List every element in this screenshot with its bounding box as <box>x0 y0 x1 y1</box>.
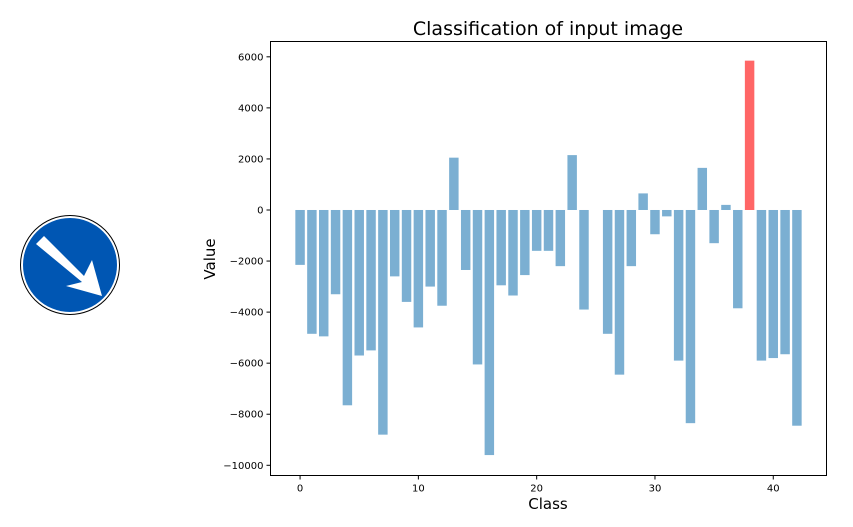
bar <box>733 209 743 309</box>
bar <box>756 209 767 361</box>
y-tick-label: −2000 <box>230 257 264 268</box>
bar <box>307 209 317 334</box>
x-tick-label: 30 <box>649 484 662 495</box>
plot-area: 0 10 20 30 40 −10000 −8000 −6000 −4000 −2000 0 200… <box>223 41 827 495</box>
bar <box>449 157 459 210</box>
y-tick-label: −10000 <box>223 461 263 472</box>
y-tick-label: −4000 <box>230 308 264 319</box>
bar <box>685 209 696 424</box>
bar <box>342 209 353 406</box>
y-axis-label: Value <box>201 238 219 279</box>
bar <box>709 209 719 244</box>
bar <box>330 209 341 295</box>
bar <box>650 209 660 235</box>
bar <box>508 209 518 296</box>
y-tick-label: −8000 <box>230 410 264 421</box>
bar <box>543 209 554 251</box>
bar <box>531 209 542 251</box>
bar <box>780 209 790 355</box>
bar <box>295 209 305 265</box>
chart-title: Classification of input image <box>413 18 683 40</box>
x-tick-label: 0 <box>297 484 303 495</box>
x-tick-label: 20 <box>530 484 543 495</box>
x-axis-ticks: 0 10 20 30 40 <box>297 475 780 495</box>
axes-frame <box>270 41 827 476</box>
y-tick-label: 0 <box>257 205 263 216</box>
bar <box>472 209 483 365</box>
bar <box>579 209 589 310</box>
bar <box>319 209 329 337</box>
y-tick-label: 4000 <box>238 103 263 114</box>
bar <box>638 193 648 210</box>
bar <box>721 204 731 210</box>
bar <box>413 209 424 328</box>
bar <box>626 209 637 267</box>
bar <box>484 209 495 456</box>
bar <box>662 209 672 217</box>
bar <box>460 209 471 270</box>
bar <box>768 209 778 359</box>
keep-right-sign-icon <box>20 215 120 315</box>
bar <box>673 209 684 361</box>
y-tick-label: 6000 <box>238 52 263 63</box>
bar <box>389 209 400 277</box>
bar <box>378 209 388 435</box>
bar <box>697 167 708 210</box>
bar <box>354 209 364 356</box>
bar <box>437 209 447 306</box>
x-axis-label: Class <box>528 495 568 513</box>
bar <box>555 209 566 267</box>
y-tick-label: −6000 <box>230 359 264 370</box>
bar <box>496 209 506 286</box>
x-tick-label: 40 <box>767 484 780 495</box>
bar <box>425 209 435 287</box>
bar <box>366 209 376 351</box>
bar <box>520 209 530 276</box>
bar <box>614 209 625 375</box>
bar <box>792 209 802 426</box>
bar <box>401 209 412 302</box>
y-tick-label: 2000 <box>238 154 263 165</box>
bar <box>602 209 613 334</box>
bar <box>567 155 577 210</box>
bar-highlighted <box>744 60 755 211</box>
x-tick-label: 10 <box>412 484 425 495</box>
bars-group <box>295 60 802 456</box>
diagonal-arrow-icon <box>36 236 102 296</box>
y-axis-ticks: −10000 −8000 −6000 −4000 −2000 0 2000 4000 6000 <box>223 52 271 472</box>
